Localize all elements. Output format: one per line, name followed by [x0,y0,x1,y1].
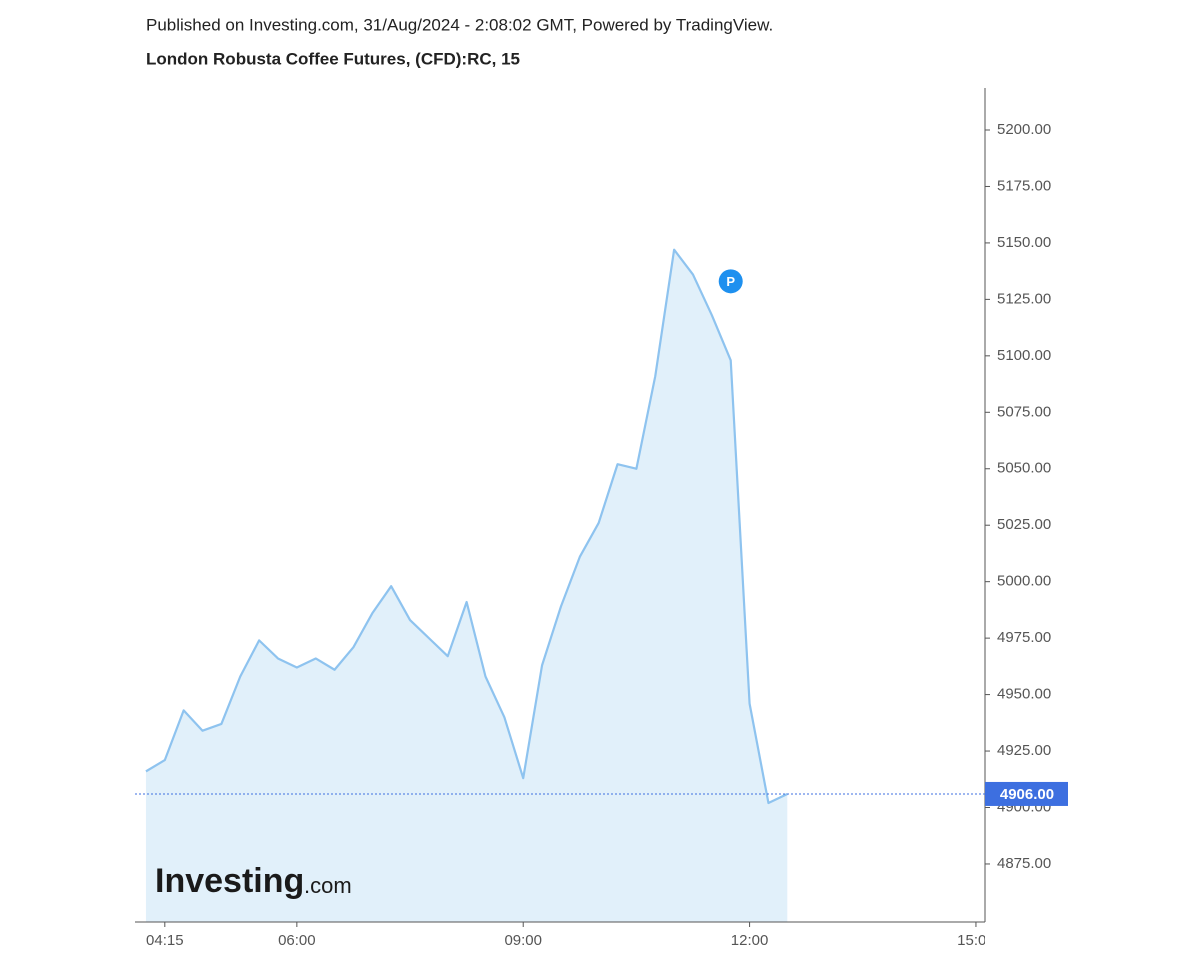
header: Published on Investing.com, 31/Aug/2024 … [146,15,773,34]
y-tick-label: 4950.00 [997,686,1051,703]
y-tick-label: 5175.00 [997,177,1051,194]
y-tick-label: 4975.00 [997,629,1051,646]
y-tick-label: 5100.00 [997,347,1051,364]
x-tick-label: 12:00 [731,932,769,949]
last-price-label: 4906.00 [1000,786,1054,803]
chart-title: London Robusta Coffee Futures, (CFD):RC,… [146,49,520,68]
y-tick-label: 5150.00 [997,234,1051,251]
area-fill [145,249,788,923]
x-tick-label: 04:15 [146,932,184,949]
watermark: Investing [155,862,304,900]
last-price-box [985,781,1068,806]
marker [718,269,743,294]
watermark-suffix: .com [304,873,352,898]
y-tick-label: 5000.00 [997,573,1051,590]
y-tick-label: 4925.00 [997,742,1051,759]
y-tick-label: 5050.00 [997,460,1051,477]
y-tick-label: 5025.00 [997,516,1051,533]
price-line [145,248,788,805]
y-tick-label: 4875.00 [997,855,1051,872]
y-tick-label: 5200.00 [997,121,1051,138]
x-tick-label: 06:00 [278,932,316,949]
y-tick-label: 5125.00 [997,290,1051,307]
y-tick-label: 5075.00 [997,403,1051,420]
x-tick-label: 09:00 [504,932,542,949]
marker-label: P [726,274,735,289]
x-tick-label: 15:00 [957,932,995,949]
